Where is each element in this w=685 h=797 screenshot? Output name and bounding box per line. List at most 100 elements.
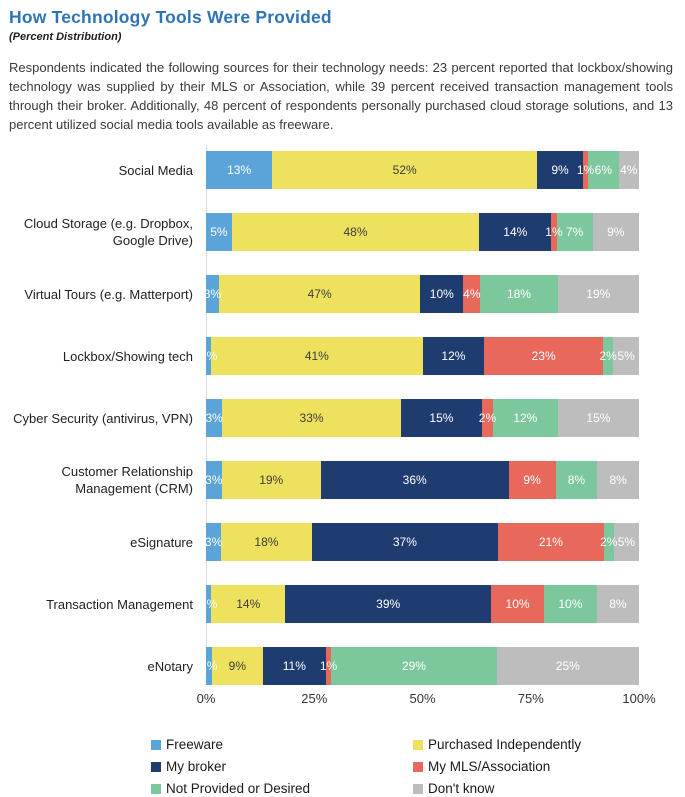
bar-segment: 7% xyxy=(556,213,593,252)
bar-segment: 1% xyxy=(200,337,217,376)
segment-value-label: 1% xyxy=(199,349,218,364)
x-axis-tick: 50% xyxy=(409,691,436,707)
category-label: Lockbox/Showing tech xyxy=(62,348,193,364)
segment-value-label: 4% xyxy=(620,163,638,178)
bar-segment: 19% xyxy=(221,461,321,500)
legend-label: Freeware xyxy=(166,737,224,753)
bar-segment: 9% xyxy=(508,461,556,500)
legend-item: Don't know xyxy=(413,781,675,797)
bar-segment: 18% xyxy=(221,523,312,562)
stacked-bar: 3% 19% 36% 9% 8% 8% xyxy=(205,461,640,500)
segment-value-label: 52% xyxy=(392,163,417,178)
x-axis: 0% 25% 50% 75% 100% xyxy=(197,691,656,707)
legend-item: Purchased Independently xyxy=(413,737,675,753)
stacked-bar: 3% 33% 15% 2% 12% 15% xyxy=(205,399,639,438)
bar-segment: 25% xyxy=(496,647,640,686)
stacked-bar: 3% 47% 10% 4% 18% 19% xyxy=(203,275,640,314)
legend-label: My broker xyxy=(166,759,227,775)
bar-segment: 8% xyxy=(596,585,640,624)
page-subtitle: (Percent Distribution) xyxy=(9,31,122,43)
segment-value-label: 12% xyxy=(513,411,538,426)
bar-segment: 1% xyxy=(200,647,218,686)
bar-segment: 2% xyxy=(599,337,617,376)
segment-value-label: 6% xyxy=(594,163,612,178)
segment-value-label: 13% xyxy=(227,163,252,178)
stacked-bar-chart: Social Media 13% 52% 9% 1% 6% 4% Cloud Storage … xyxy=(9,145,656,707)
segment-value-label: 36% xyxy=(402,473,427,488)
bar-segment: 10% xyxy=(543,585,597,624)
page-title: How Technology Tools Were Provided xyxy=(9,7,332,27)
chart-row: Social Media 13% 52% 9% 1% 6% 4% xyxy=(9,151,639,190)
segment-value-label: 9% xyxy=(228,659,247,674)
chart-row: eNotary 1% 9% 11% 1% 29% 25% xyxy=(9,647,640,686)
bar-segment: 14% xyxy=(211,585,286,624)
bar-segment: 12% xyxy=(422,337,485,376)
bar-segment: 11% xyxy=(262,647,326,686)
chart-rows: Social Media 13% 52% 9% 1% 6% 4% Cloud Storage … xyxy=(9,151,640,686)
bar-segment: 6% xyxy=(588,151,619,190)
segment-value-label: 14% xyxy=(503,225,528,240)
segment-value-label: 18% xyxy=(254,535,279,550)
segment-value-label: 21% xyxy=(538,535,563,550)
stacked-bar: 5% 48% 14% 1% 7% 9% xyxy=(206,213,639,252)
segment-value-label: 33% xyxy=(299,411,324,426)
legend-swatch xyxy=(413,784,423,795)
bar-segment: 18% xyxy=(480,275,558,314)
segment-value-label: 8% xyxy=(609,597,627,612)
segment-value-label: 3% xyxy=(203,287,222,302)
bar-segment: 23% xyxy=(484,337,603,376)
segment-value-label: 2% xyxy=(599,349,617,364)
chart-row: Lockbox/Showing tech 1% 41% 12% 23% 2% 5% xyxy=(9,337,640,376)
bar-segment: 12% xyxy=(492,399,558,438)
category-label: Virtual Tours (e.g. Matterport) xyxy=(24,286,193,302)
legend-item: Freeware xyxy=(151,737,413,753)
legend-item: Not Provided or Desired xyxy=(151,781,413,797)
segment-value-label: 29% xyxy=(401,659,426,674)
bar-segment: 3% xyxy=(205,523,222,562)
intro-paragraph: Respondents indicated the following sour… xyxy=(9,60,673,133)
segment-value-label: 8% xyxy=(567,473,586,488)
bar-segment: 1% xyxy=(320,647,337,686)
segment-value-label: 25% xyxy=(555,659,580,674)
segment-value-label: 1% xyxy=(319,659,338,674)
bar-segment: 47% xyxy=(218,275,421,314)
chart-row: Transaction Management 1% 14% 39% 10% 10% 8% xyxy=(9,585,640,624)
bar-segment: 2% xyxy=(600,523,617,562)
x-axis-tick: 25% xyxy=(301,691,328,707)
bar-segment: 8% xyxy=(555,461,598,500)
segment-value-label: 19% xyxy=(586,287,611,302)
segment-value-label: 41% xyxy=(304,349,329,364)
bar-segment: 1% xyxy=(577,151,594,190)
legend-swatch xyxy=(413,740,423,751)
bar-segment: 15% xyxy=(400,399,483,438)
segment-value-label: 1% xyxy=(200,659,218,674)
segment-value-label: 4% xyxy=(463,287,481,302)
legend-swatch xyxy=(151,762,161,773)
segment-value-label: 11% xyxy=(282,659,306,674)
legend-swatch xyxy=(413,762,423,773)
bar-segment: 13% xyxy=(206,151,273,190)
bar-segment: 37% xyxy=(311,523,499,562)
bar-segment: 5% xyxy=(613,523,639,562)
segment-value-label: 5% xyxy=(617,535,636,550)
segment-value-label: 5% xyxy=(617,349,635,364)
chart-row: eSignature 3% 18% 37% 21% 2% 5% xyxy=(9,523,639,562)
segment-value-label: 47% xyxy=(307,287,332,302)
bar-segment: 9% xyxy=(592,213,639,252)
legend-swatch xyxy=(151,740,161,751)
segment-value-label: 12% xyxy=(441,349,466,364)
category-label: eNotary xyxy=(147,658,193,674)
legend-item: My broker xyxy=(151,759,413,775)
bar-segment: 33% xyxy=(222,399,401,438)
bar-segment: 8% xyxy=(597,461,640,500)
segment-value-label: 8% xyxy=(609,473,627,488)
bar-segment: 4% xyxy=(463,275,481,314)
bar-segment: 1% xyxy=(200,585,217,624)
chart-row: Cloud Storage (e.g. Dropbox, Google Driv… xyxy=(9,213,639,252)
bar-segment: 36% xyxy=(320,461,509,500)
segment-value-label: 3% xyxy=(205,473,223,488)
bar-segment: 48% xyxy=(231,213,480,252)
segment-value-label: 15% xyxy=(586,411,611,426)
segment-value-label: 1% xyxy=(199,597,218,612)
category-label: Cloud Storage (e.g. Dropbox, Google Driv… xyxy=(23,216,193,249)
